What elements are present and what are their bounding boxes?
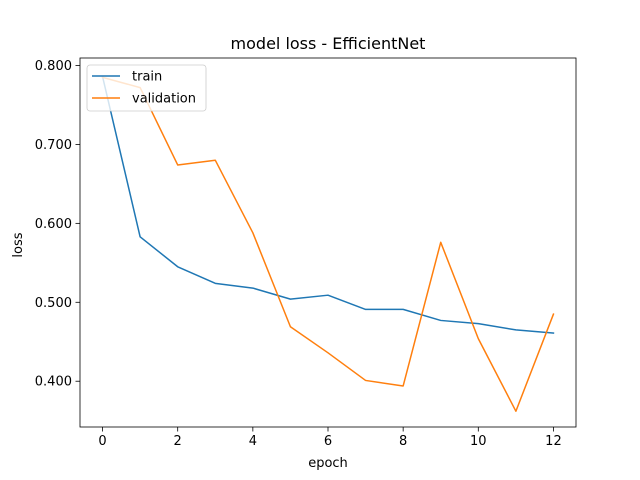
x-tick-label: 12	[545, 434, 562, 449]
series-line-validation	[101, 76, 555, 412]
x-tick-label: 0	[98, 434, 106, 449]
x-axis-label: epoch	[308, 456, 348, 471]
y-axis-label: loss	[11, 232, 26, 257]
y-tick-label: 0.600	[35, 217, 72, 232]
x-tick-label: 8	[399, 434, 407, 449]
y-tick-label: 0.500	[35, 296, 72, 311]
x-tick-label: 10	[470, 434, 487, 449]
chart-title: model loss - EfficientNet	[231, 34, 426, 53]
x-tick-label: 2	[174, 434, 182, 449]
legend-label-train: train	[132, 70, 162, 85]
series-line-train	[101, 75, 555, 334]
x-tick-label: 6	[324, 434, 332, 449]
x-tick-label: 4	[249, 434, 257, 449]
plot-area: 0 2 4 6 8 10 12 0.400 0.500 0.600 0.700 0.800	[35, 57, 577, 449]
legend-label-validation: validation	[132, 92, 196, 107]
y-tick-label: 0.400	[35, 375, 72, 390]
y-tick-label: 0.800	[35, 59, 72, 74]
y-tick-label: 0.700	[35, 138, 72, 153]
legend: train validation	[86, 64, 207, 112]
